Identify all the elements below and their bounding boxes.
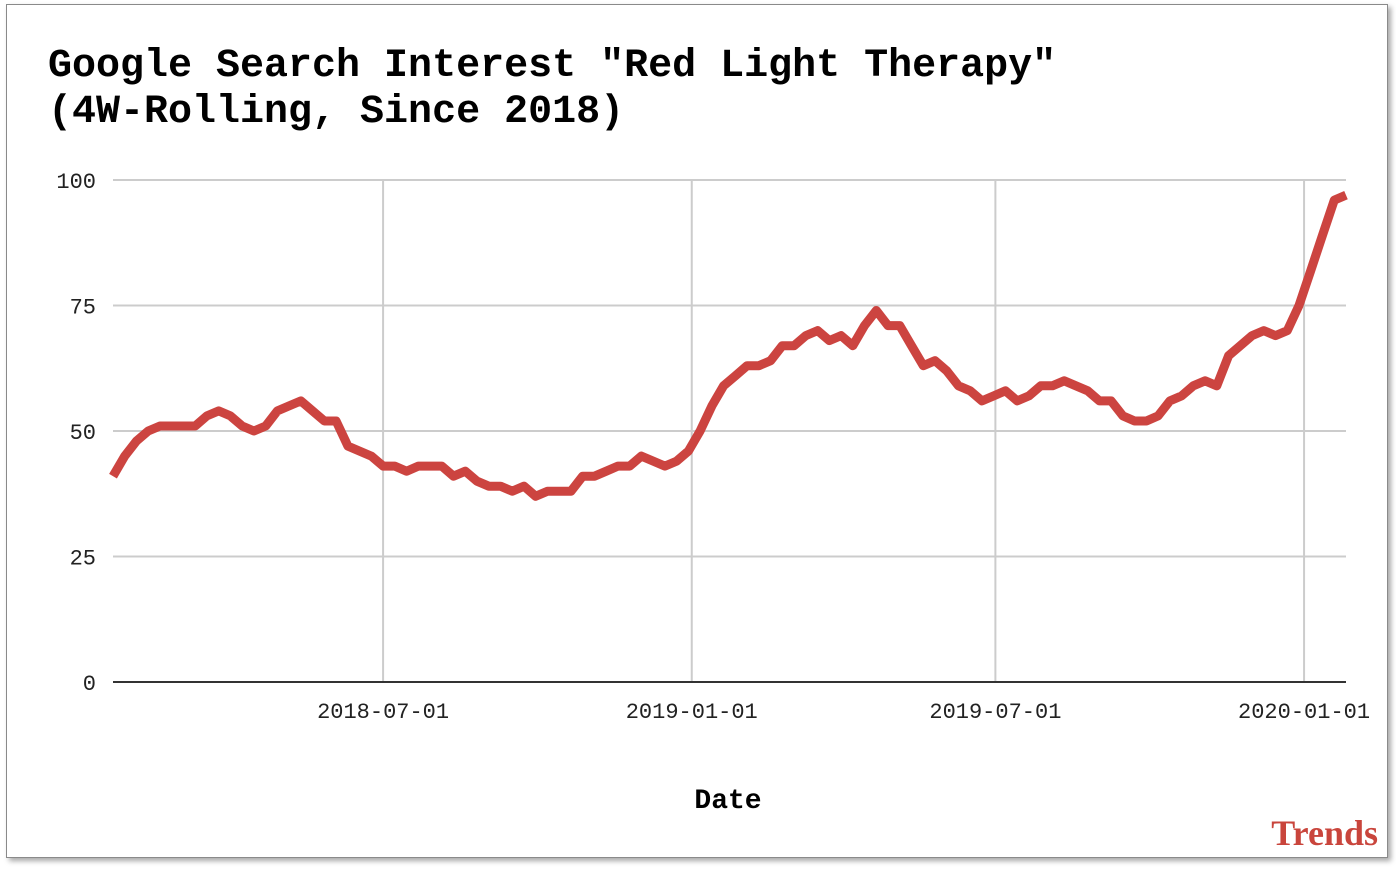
trends-logo: Trends: [1271, 813, 1378, 853]
x-tick-label: 2020-01-01: [1238, 700, 1370, 725]
y-axis-ticks: 0 25 50 75 100: [56, 170, 96, 697]
series: [109, 190, 1348, 501]
x-axis-label: Date: [694, 786, 761, 817]
gridlines: [113, 179, 1346, 682]
chart-title-line-2: (4W-Rolling, Since 2018): [48, 90, 625, 135]
chart-title: Google Search Interest "Red Light Therap…: [48, 44, 1056, 136]
x-tick-label: 2018-07-01: [317, 700, 449, 725]
y-tick-label: 50: [70, 421, 96, 446]
y-tick-label: 25: [70, 547, 96, 572]
y-tick-label: 0: [83, 672, 96, 697]
series-line: [109, 190, 1348, 501]
x-tick-label: 2019-07-01: [929, 700, 1061, 725]
chart-title-line-1: Google Search Interest "Red Light Therap…: [48, 44, 1057, 89]
y-tick-label: 75: [70, 296, 96, 321]
x-axis-ticks: 2018-07-01 2019-01-01 2019-07-01 2020-01-01: [317, 700, 1370, 725]
y-tick-label: 100: [56, 170, 96, 195]
x-tick-label: 2019-01-01: [626, 700, 758, 725]
